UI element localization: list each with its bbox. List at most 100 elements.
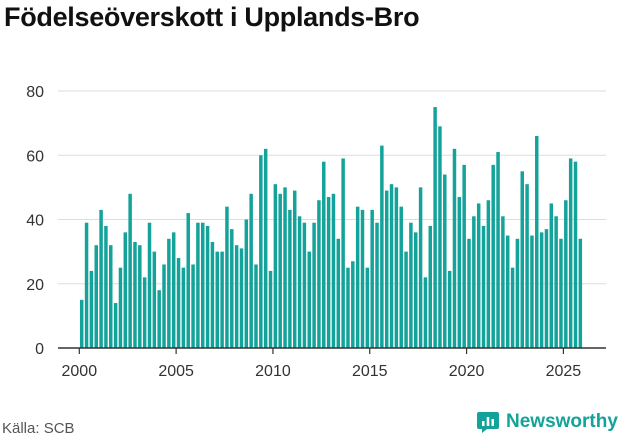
bar (79, 299, 84, 348)
bar (147, 222, 152, 348)
bar (404, 251, 408, 348)
bar (273, 184, 278, 348)
bar (307, 251, 311, 348)
bar (535, 135, 539, 348)
newsworthy-logo-icon (477, 412, 499, 433)
bar (215, 251, 220, 348)
bar (210, 241, 215, 348)
bar (123, 232, 128, 348)
bar (283, 187, 287, 348)
bar (573, 161, 578, 348)
bar (326, 197, 331, 348)
bar (360, 209, 365, 348)
bar (476, 203, 481, 348)
bar (288, 209, 292, 348)
brand-logo: Newsworthy (476, 410, 618, 434)
bar (370, 209, 374, 348)
bar (186, 213, 190, 348)
bar (501, 216, 505, 348)
bar (205, 225, 210, 348)
bar (409, 222, 413, 348)
bar (312, 222, 316, 348)
bar (520, 171, 524, 348)
bar (230, 229, 234, 348)
bar (351, 261, 355, 348)
bar (249, 193, 253, 348)
bar (341, 158, 345, 348)
x-tick-label: 2005 (158, 363, 194, 380)
bar (472, 216, 476, 348)
bar (414, 232, 418, 348)
bar (530, 235, 534, 348)
bar (220, 251, 224, 348)
bar (176, 258, 181, 348)
bar (457, 197, 462, 348)
bar (433, 107, 437, 348)
brand-name: Newsworthy (506, 411, 618, 432)
bar (554, 216, 558, 348)
x-tick-label: 2025 (546, 363, 582, 380)
bar (428, 225, 433, 348)
bar (496, 152, 500, 348)
bar (225, 206, 229, 348)
bar (254, 264, 258, 348)
bar (201, 222, 205, 348)
bar (104, 225, 108, 348)
bar (462, 164, 466, 348)
bar (84, 222, 89, 348)
bar (171, 232, 176, 348)
bar (331, 193, 336, 348)
bar (259, 155, 263, 348)
y-tick-label: 60 (26, 148, 44, 165)
bar (118, 267, 123, 348)
bar (399, 206, 403, 348)
y-tick-label: 0 (35, 341, 44, 358)
bar (234, 245, 239, 348)
x-tick-label: 2010 (255, 363, 291, 380)
bar (181, 267, 186, 348)
bar (365, 267, 370, 348)
x-tick-label: 2020 (449, 363, 485, 380)
bar (384, 190, 389, 348)
bar (564, 200, 568, 348)
y-tick-label: 80 (26, 84, 44, 101)
bar (297, 216, 302, 348)
bar (443, 174, 447, 348)
bar (196, 222, 200, 348)
bar (109, 245, 113, 348)
bar (467, 238, 471, 348)
bar (162, 264, 166, 348)
bar (167, 238, 171, 348)
bar (191, 264, 195, 348)
bar (447, 270, 452, 348)
bar (510, 267, 515, 348)
x-tick-label: 2015 (352, 363, 388, 380)
bar (423, 277, 428, 348)
bar (486, 200, 491, 348)
bar (355, 206, 360, 348)
bar (94, 245, 98, 348)
bar (559, 238, 563, 348)
bar (515, 238, 520, 348)
bar (438, 126, 442, 349)
bar (278, 193, 282, 348)
bar (578, 238, 583, 348)
chart-title: Födelseöverskott i Upplands-Bro (4, 2, 420, 32)
bar (292, 190, 297, 348)
bar (244, 219, 249, 348)
bar (239, 248, 244, 348)
bar (152, 251, 157, 348)
bar (138, 245, 142, 348)
bar (133, 241, 137, 348)
bar (380, 145, 384, 348)
bar (389, 184, 394, 348)
bar (142, 277, 147, 348)
bar (394, 187, 399, 348)
bar (322, 161, 326, 348)
bar (89, 270, 94, 348)
bar (505, 235, 510, 348)
bar (157, 290, 161, 348)
bar (128, 193, 132, 348)
bar (99, 209, 103, 348)
bar (539, 232, 544, 348)
